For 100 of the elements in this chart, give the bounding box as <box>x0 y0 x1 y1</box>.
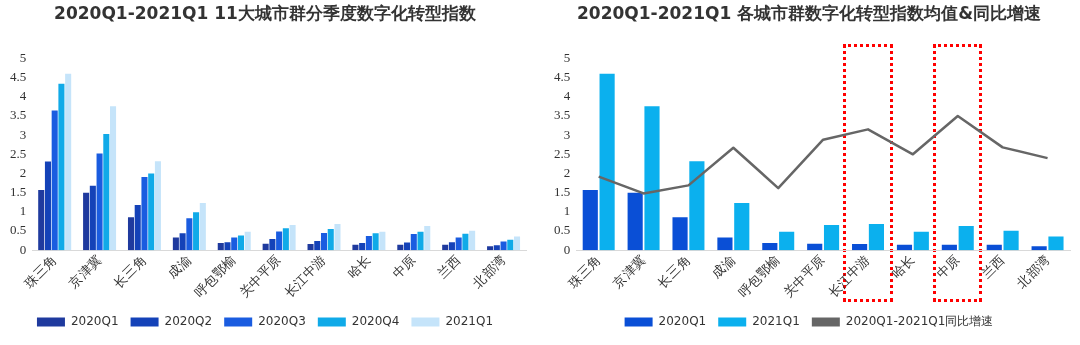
bar <box>134 204 141 251</box>
y-tick-label: 0.5 <box>10 222 27 238</box>
bar <box>217 242 224 251</box>
bar <box>762 242 778 251</box>
bar <box>493 245 500 251</box>
bar <box>320 232 328 251</box>
x-tick-label: 北部湾 <box>1013 252 1053 291</box>
y-tick-label: 0 <box>563 241 571 257</box>
x-tick-label: 呼包鄂榆 <box>735 252 783 300</box>
bar <box>868 224 884 251</box>
bar <box>231 237 238 251</box>
bar <box>599 73 615 251</box>
y-tick-label: 4.5 <box>10 69 27 84</box>
legend-label: 2021Q1 <box>445 314 494 329</box>
x-tick-label: 兰西 <box>434 252 464 282</box>
bar <box>513 236 521 251</box>
x-tick-label: 成渝 <box>708 252 738 282</box>
x-tick-label: 关中平原 <box>236 252 284 300</box>
bar <box>365 236 372 251</box>
x-tick-label: 哈长 <box>888 252 918 282</box>
x-tick-label: 中原 <box>389 252 419 282</box>
bar <box>314 240 321 251</box>
bar <box>397 244 404 251</box>
bar <box>38 189 45 251</box>
x-tick-label: 关中平原 <box>780 252 828 300</box>
chart-title: 2020Q1-2021Q1 各城市群数字化转型指数均值&同比增速 <box>577 2 1041 23</box>
y-tick-label: 0 <box>19 241 27 257</box>
y-tick-label: 2.5 <box>10 145 27 161</box>
bar <box>289 224 296 251</box>
legend-label: 2020Q3 <box>258 314 306 329</box>
bar <box>224 242 231 251</box>
bar <box>469 230 476 251</box>
y-tick-label: 0.5 <box>554 222 571 238</box>
x-tick-label: 呼包鄂榆 <box>191 252 239 300</box>
y-tick-label: 4 <box>19 88 27 104</box>
x-tick-label: 长江中游 <box>825 252 873 300</box>
y-tick-label: 5 <box>563 49 571 65</box>
x-tick-label: 京津冀 <box>609 252 649 291</box>
y-tick-label: 1 <box>563 203 571 219</box>
bar <box>179 233 186 251</box>
bar <box>262 243 269 251</box>
bar <box>448 242 455 251</box>
bar <box>148 173 155 251</box>
bar <box>896 244 913 251</box>
bar <box>237 235 244 251</box>
y-tick-label: 1.5 <box>10 184 27 200</box>
legend-label: 2020Q1 <box>70 314 119 329</box>
bar <box>307 244 314 251</box>
bar <box>582 189 598 251</box>
bar <box>487 246 494 251</box>
bar <box>644 106 660 251</box>
bar <box>807 243 823 251</box>
bar <box>507 239 514 251</box>
y-tick-label: 2.5 <box>554 145 571 161</box>
bar <box>417 231 424 251</box>
bar <box>672 217 688 251</box>
bar <box>410 234 417 251</box>
chart-title: 2020Q1-2021Q1 11大城市群分季度数字化转型指数 <box>54 2 477 23</box>
x-tick-label: 中原 <box>933 252 963 282</box>
bar <box>193 212 200 251</box>
legend-label: 2020Q1-2021Q1同比增速 <box>845 314 994 329</box>
bar <box>941 244 957 251</box>
legend-label: 2020Q1 <box>658 314 707 329</box>
bar <box>372 233 379 251</box>
bar <box>110 106 117 251</box>
bar <box>1048 236 1064 251</box>
x-tick-label: 长三角 <box>110 252 149 291</box>
bar <box>327 229 334 251</box>
x-tick-label: 京津冀 <box>65 252 105 291</box>
bar <box>986 244 1002 251</box>
bar <box>627 192 643 251</box>
bar <box>186 218 193 251</box>
bar <box>83 192 90 251</box>
bar <box>462 233 469 251</box>
bar <box>913 231 929 251</box>
x-tick-label: 兰西 <box>978 252 1008 282</box>
y-tick-label: 3.5 <box>10 107 27 123</box>
bar <box>89 185 96 251</box>
bar <box>103 133 110 251</box>
y-tick-label: 3 <box>563 126 571 142</box>
bar <box>689 161 705 251</box>
bar <box>852 244 868 251</box>
bar <box>282 228 289 251</box>
y-tick-label: 1.5 <box>554 184 571 200</box>
bar <box>500 241 507 251</box>
bar <box>958 226 974 251</box>
bar <box>127 217 135 251</box>
bar <box>734 203 750 251</box>
x-tick-label: 长江中游 <box>281 252 329 300</box>
bar <box>51 110 58 251</box>
bar <box>172 237 179 251</box>
bar <box>244 231 251 251</box>
bar <box>1031 246 1047 251</box>
bar <box>154 161 161 251</box>
y-tick-label: 4.5 <box>554 69 571 84</box>
bar <box>404 242 411 251</box>
y-tick-label: 4 <box>563 88 571 104</box>
bar <box>442 244 449 251</box>
y-tick-label: 3 <box>19 126 27 142</box>
bar <box>141 176 148 251</box>
